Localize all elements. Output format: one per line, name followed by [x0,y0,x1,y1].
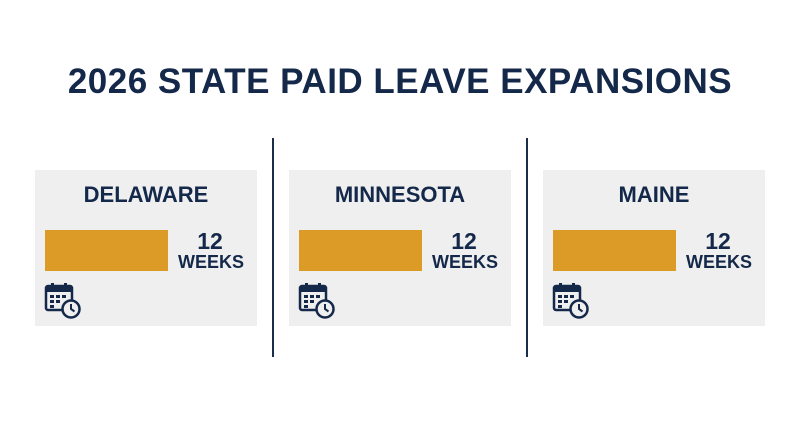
calendar-icon [44,283,81,319]
weeks-value: 12 [451,228,477,254]
leave-bar [45,230,168,271]
divider [526,138,528,357]
state-name: MAINE [618,182,690,207]
state-panel: DELAWARE 12 WEEKS [35,170,257,326]
icon [44,281,82,319]
calendar-icon [552,283,589,319]
weeks-unit: WEEKS [431,252,498,272]
leave-bar [299,230,422,271]
weeks-unit: WEEKS [177,252,244,272]
icon [552,281,590,319]
divider [272,138,274,357]
calendar-icon [298,283,335,319]
weeks-value: 12 [197,228,223,254]
state-panel: MINNESOTA 12 WEEKS [289,170,511,326]
leave-bar [553,230,676,271]
weeks-value: 12 [705,228,731,254]
weeks-unit: WEEKS [685,252,752,272]
title: 2026 STATE PAID LEAVE EXPANSIONS [67,62,733,101]
state-name: DELAWARE [83,182,209,207]
state-panel: MAINE 12 WEEKS [543,170,765,326]
state-name: MINNESOTA [334,182,466,207]
icon [298,281,336,319]
